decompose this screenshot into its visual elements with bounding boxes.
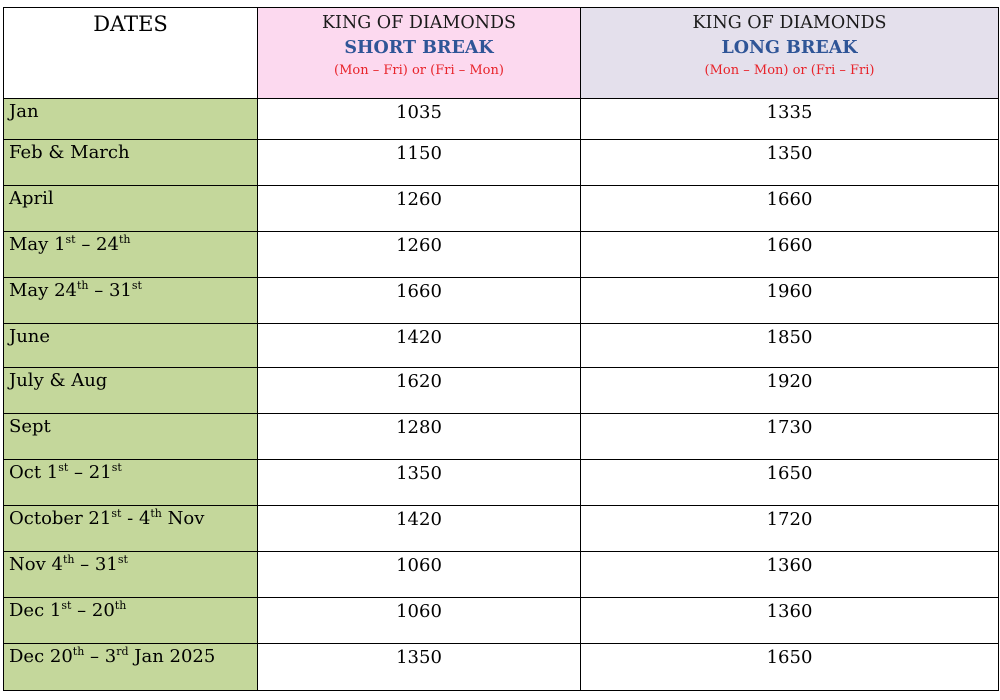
short-break-price: 1660 — [257, 277, 581, 324]
short-break-price: 1280 — [257, 413, 581, 460]
date-cell: Jan — [3, 98, 258, 140]
date-cell: Feb & March — [3, 139, 258, 186]
long-break-price: 1335 — [580, 98, 999, 140]
header-row: DATES KING OF DIAMONDS SHORT BREAK (Mon … — [3, 7, 999, 99]
table-row: Jan 1035 1335 — [3, 98, 999, 140]
date-cell: July & Aug — [3, 367, 258, 414]
long-break-title: KING OF DIAMONDS — [692, 13, 887, 33]
date-cell: April — [3, 185, 258, 232]
short-break-price: 1350 — [257, 459, 581, 506]
table-row: October 21st - 4th Nov 1420 1720 — [3, 505, 999, 552]
short-break-title: KING OF DIAMONDS — [321, 13, 517, 33]
date-cell: May 1st – 24th — [3, 231, 258, 278]
table-row: May 1st – 24th 1260 1660 — [3, 231, 999, 278]
date-cell: Dec 1st – 20th — [3, 597, 258, 644]
long-break-price: 1960 — [580, 277, 999, 324]
short-break-price: 1060 — [257, 551, 581, 598]
table-row: Nov 4th – 31st 1060 1360 — [3, 551, 999, 598]
short-break-price: 1620 — [257, 367, 581, 414]
long-break-price: 1360 — [580, 551, 999, 598]
long-break-price: 1920 — [580, 367, 999, 414]
long-break-header: KING OF DIAMONDS LONG BREAK (Mon – Mon) … — [580, 7, 999, 99]
table-row: Dec 20th – 3rd Jan 2025 1350 1650 — [3, 643, 999, 691]
date-cell: Nov 4th – 31st — [3, 551, 258, 598]
date-cell: June — [3, 323, 258, 368]
long-break-days: (Mon – Mon) or (Fri – Fri) — [704, 63, 875, 78]
table-row: Sept 1280 1730 — [3, 413, 999, 460]
short-break-price: 1060 — [257, 597, 581, 644]
dates-header: DATES — [3, 7, 258, 99]
date-cell: October 21st - 4th Nov — [3, 505, 258, 552]
long-break-price: 1850 — [580, 323, 999, 368]
date-cell: Dec 20th – 3rd Jan 2025 — [3, 643, 258, 691]
price-table-body: Jan 1035 1335 Feb & March 1150 1350 April 1260 1… — [3, 98, 999, 691]
table-row: June 1420 1850 — [3, 323, 999, 368]
long-break-price: 1650 — [580, 643, 999, 691]
short-break-label: SHORT BREAK — [344, 38, 494, 58]
price-table: DATES KING OF DIAMONDS SHORT BREAK (Mon … — [3, 7, 999, 691]
table-row: Oct 1st – 21st 1350 1650 — [3, 459, 999, 506]
date-cell: May 24th – 31st — [3, 277, 258, 324]
table-row: Feb & March 1150 1350 — [3, 139, 999, 186]
short-break-price: 1420 — [257, 505, 581, 552]
long-break-price: 1660 — [580, 185, 999, 232]
short-break-price: 1150 — [257, 139, 581, 186]
table-row: April 1260 1660 — [3, 185, 999, 232]
long-break-price: 1720 — [580, 505, 999, 552]
short-break-header: KING OF DIAMONDS SHORT BREAK (Mon – Fri)… — [257, 7, 581, 99]
long-break-price: 1360 — [580, 597, 999, 644]
long-break-label: LONG BREAK — [721, 38, 858, 58]
date-cell: Oct 1st – 21st — [3, 459, 258, 506]
long-break-price: 1650 — [580, 459, 999, 506]
short-break-price: 1035 — [257, 98, 581, 140]
long-break-price: 1350 — [580, 139, 999, 186]
short-break-price: 1350 — [257, 643, 581, 691]
short-break-price: 1260 — [257, 231, 581, 278]
table-row: Dec 1st – 20th 1060 1360 — [3, 597, 999, 644]
short-break-price: 1260 — [257, 185, 581, 232]
table-row: July & Aug 1620 1920 — [3, 367, 999, 414]
short-break-days: (Mon – Fri) or (Fri – Mon) — [334, 63, 504, 78]
table-row: May 24th – 31st 1660 1960 — [3, 277, 999, 324]
date-cell: Sept — [3, 413, 258, 460]
short-break-price: 1420 — [257, 323, 581, 368]
long-break-price: 1730 — [580, 413, 999, 460]
long-break-price: 1660 — [580, 231, 999, 278]
